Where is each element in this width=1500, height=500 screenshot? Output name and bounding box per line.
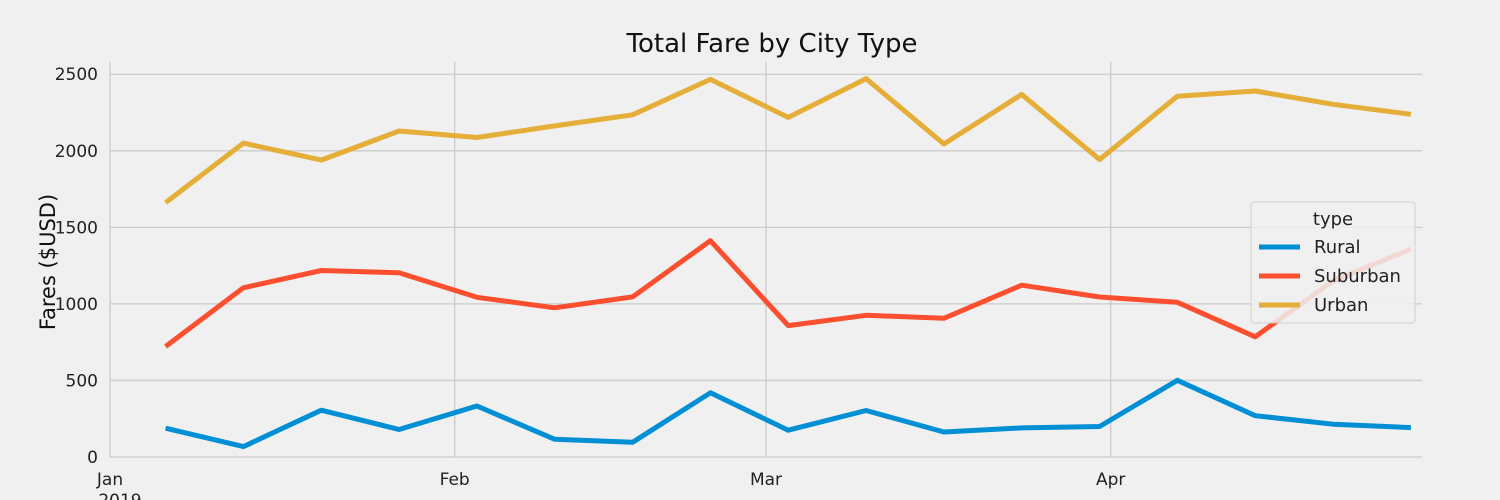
y-tick-label: 2000	[55, 142, 98, 162]
x-tick-sublabel: 2019	[98, 491, 141, 500]
chart-title: Total Fare by City Type	[626, 29, 918, 59]
series-line-suburban	[164, 238, 1412, 349]
x-tick-label: Apr	[1096, 470, 1125, 490]
legend-box	[1250, 201, 1416, 324]
y-tick-label: 0	[87, 448, 98, 468]
y-axis-label: Fares ($USD)	[36, 194, 60, 330]
x-tick-label: Jan	[96, 470, 123, 490]
legend-label-suburban: Suburban	[1314, 266, 1401, 287]
legend-label-urban: Urban	[1314, 295, 1368, 316]
axis-ticks: 0 500 1000 1500 2000 2500 Jan2019 Feb Mar Apr	[55, 65, 1126, 500]
legend-entries: Rural Suburban Urban	[1259, 237, 1401, 316]
x-tick-label: Mar	[750, 470, 782, 490]
y-tick-label: 2500	[55, 65, 98, 85]
legend-title: type	[1313, 209, 1353, 230]
series-line-urban	[164, 76, 1412, 205]
series-lines	[164, 76, 1412, 450]
y-tick-label: 1500	[55, 218, 98, 238]
y-tick-label: 1000	[55, 295, 98, 315]
legend: type Rural Suburban Urban	[1250, 201, 1416, 324]
y-tick-label: 500	[66, 371, 98, 391]
series-line-rural	[165, 377, 1412, 450]
legend-label-rural: Rural	[1314, 237, 1361, 258]
x-tick-label: Feb	[440, 470, 470, 490]
